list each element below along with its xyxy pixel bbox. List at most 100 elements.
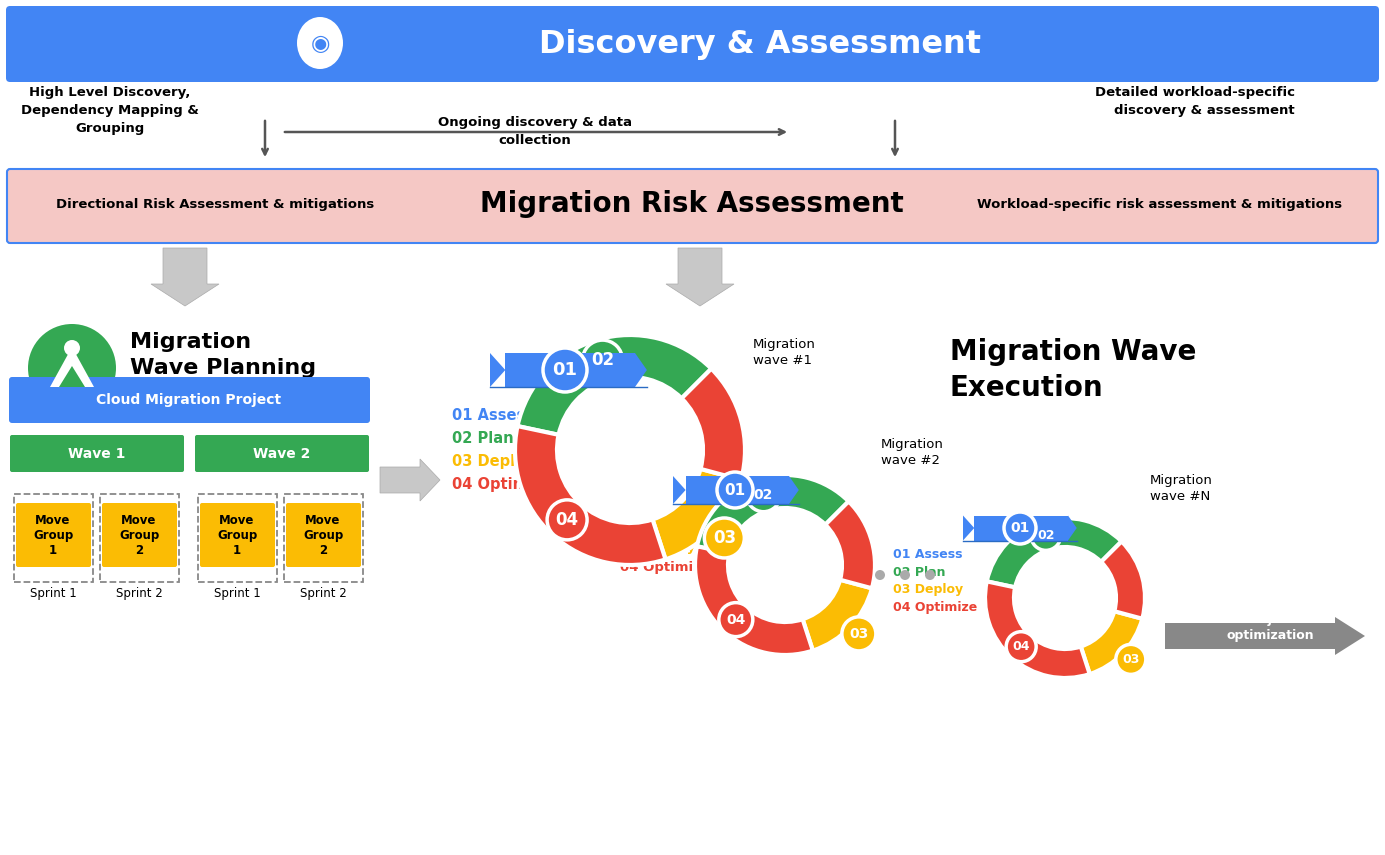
Text: Detailed workload-specific
discovery & assessment: Detailed workload-specific discovery & a… (1096, 86, 1295, 117)
Bar (284, 494, 363, 582)
Circle shape (1006, 632, 1036, 662)
FancyArrow shape (151, 248, 219, 306)
Circle shape (1004, 512, 1036, 544)
Wedge shape (518, 335, 712, 435)
Text: 04: 04 (555, 510, 579, 529)
Polygon shape (1068, 516, 1076, 540)
FancyArrow shape (666, 248, 734, 306)
Bar (974, 516, 1068, 540)
Circle shape (875, 570, 885, 580)
Circle shape (1030, 521, 1061, 551)
Bar (14, 494, 93, 582)
Text: 02 Plan: 02 Plan (620, 522, 676, 534)
Text: Ongoing discovery & data
collection: Ongoing discovery & data collection (438, 116, 632, 147)
Circle shape (64, 340, 80, 356)
Polygon shape (963, 516, 974, 540)
Text: 04 Optimize: 04 Optimize (893, 602, 978, 615)
Text: Wave 2: Wave 2 (253, 447, 310, 461)
Text: 04 Optimize: 04 Optimize (620, 562, 711, 575)
Text: Migration
wave #N: Migration wave #N (1150, 474, 1213, 503)
FancyArrow shape (379, 459, 440, 501)
Circle shape (717, 472, 753, 508)
Wedge shape (803, 580, 873, 651)
Wedge shape (652, 469, 741, 559)
Circle shape (28, 324, 116, 412)
Ellipse shape (296, 17, 343, 69)
Wedge shape (697, 475, 849, 553)
Text: Directional Risk Assessment & mitigations: Directional Risk Assessment & mitigation… (55, 198, 374, 210)
FancyArrow shape (1165, 617, 1366, 655)
FancyBboxPatch shape (17, 503, 91, 567)
Text: 04: 04 (1012, 640, 1030, 653)
Text: Move
Group
1: Move Group 1 (217, 514, 258, 557)
Text: 04: 04 (726, 613, 745, 627)
Text: Wave 1: Wave 1 (68, 447, 126, 461)
Text: Migration
Wave Planning: Migration Wave Planning (130, 333, 316, 378)
Text: 03 Deploy: 03 Deploy (452, 453, 535, 469)
Text: Project
optimization: Project optimization (1226, 614, 1314, 642)
Text: 03: 03 (1122, 653, 1140, 666)
Polygon shape (789, 476, 799, 504)
Bar (506, 353, 634, 387)
Circle shape (543, 348, 587, 392)
Bar (198, 494, 277, 582)
Wedge shape (515, 426, 666, 565)
Text: Discovery & Assessment: Discovery & Assessment (539, 28, 981, 60)
Text: ◉: ◉ (310, 34, 330, 54)
Text: 01 Assess: 01 Assess (893, 547, 963, 561)
Text: 02 Plan: 02 Plan (893, 565, 946, 579)
Text: Workload-specific risk assessment & mitigations: Workload-specific risk assessment & miti… (978, 198, 1342, 210)
Text: Sprint 1: Sprint 1 (29, 587, 76, 600)
Text: 02: 02 (753, 487, 773, 502)
Circle shape (1015, 548, 1115, 648)
Text: 02: 02 (1037, 529, 1054, 542)
Polygon shape (634, 353, 647, 387)
Text: Move
Group
1: Move Group 1 (33, 514, 73, 557)
Text: 03: 03 (849, 627, 868, 641)
FancyBboxPatch shape (285, 503, 361, 567)
FancyBboxPatch shape (7, 169, 1378, 243)
Wedge shape (825, 501, 875, 588)
Polygon shape (490, 353, 506, 387)
Text: 03 Deploy: 03 Deploy (893, 583, 963, 597)
FancyBboxPatch shape (102, 503, 177, 567)
Text: Sprint 2: Sprint 2 (115, 587, 162, 600)
FancyBboxPatch shape (8, 377, 370, 423)
Wedge shape (1080, 611, 1143, 674)
FancyBboxPatch shape (6, 6, 1379, 82)
Circle shape (729, 509, 841, 621)
Wedge shape (986, 518, 1122, 587)
Text: Move
Group
2: Move Group 2 (119, 514, 159, 557)
Bar (686, 476, 789, 504)
Circle shape (719, 603, 753, 637)
Text: Sprint 2: Sprint 2 (299, 587, 346, 600)
Circle shape (583, 340, 622, 380)
Text: 02: 02 (591, 351, 614, 369)
Text: 01 Assess: 01 Assess (620, 502, 694, 515)
Wedge shape (695, 546, 813, 655)
Text: Sprint 1: Sprint 1 (213, 587, 260, 600)
Wedge shape (985, 581, 1090, 678)
Text: 03: 03 (713, 529, 735, 547)
Text: 01: 01 (553, 361, 578, 379)
Text: Cloud Migration Project: Cloud Migration Project (97, 393, 281, 407)
Circle shape (842, 616, 875, 651)
FancyBboxPatch shape (199, 503, 276, 567)
Text: Migration Risk Assessment: Migration Risk Assessment (481, 190, 904, 218)
Text: 02 Plan: 02 Plan (452, 431, 514, 445)
Bar (100, 494, 179, 582)
Wedge shape (1101, 541, 1145, 619)
Text: Move
Group
2: Move Group 2 (303, 514, 343, 557)
Text: 04 Optimize: 04 Optimize (452, 476, 551, 492)
Circle shape (925, 570, 935, 580)
FancyBboxPatch shape (10, 435, 184, 472)
Circle shape (747, 478, 781, 511)
Polygon shape (50, 347, 94, 387)
Text: Migration
wave #2: Migration wave #2 (881, 438, 943, 467)
Circle shape (900, 570, 910, 580)
FancyBboxPatch shape (195, 435, 368, 472)
Text: Migration
wave #1: Migration wave #1 (753, 338, 816, 367)
Text: High Level Discovery,
Dependency Mapping &
Grouping: High Level Discovery, Dependency Mapping… (21, 86, 199, 135)
Text: 01 Assess: 01 Assess (452, 408, 535, 422)
Text: 03 Deploy: 03 Deploy (620, 541, 695, 555)
